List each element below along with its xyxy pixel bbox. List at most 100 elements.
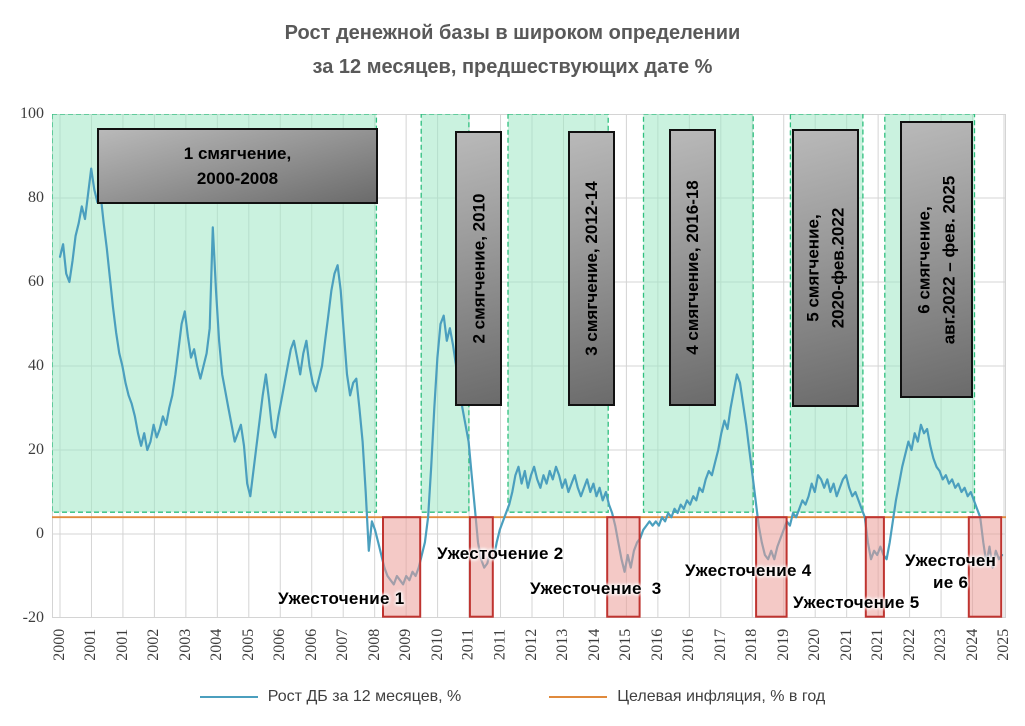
legend-line-marker (549, 696, 608, 698)
tightening-label-line: Ужесточен (905, 551, 997, 570)
x-tick-label: 2014 (585, 628, 603, 661)
easing-label-line: 5 смягчение, (803, 214, 823, 322)
y-tick-label: 40 (28, 357, 44, 374)
x-tick-label: 2016 (680, 628, 698, 661)
x-tick-label: 2003 (176, 628, 194, 661)
x-tick-label-box: 2007 (334, 623, 352, 681)
tightening-label-line: Ужесточение 3 (530, 579, 662, 598)
x-tick-label-box: 2020 (806, 623, 824, 681)
x-tick-label-box: 2025 (995, 623, 1013, 681)
easing-label-box: 4 смягчение, 2016-18 (669, 129, 716, 406)
easing-label-line: 2 смягчение, 2010 (469, 193, 489, 344)
tightening-region (864, 516, 885, 618)
tightening-label: Ужесточение 1 (278, 588, 405, 610)
x-tick-label: 2004 (208, 628, 226, 661)
x-tick-label-box: 2019 (775, 623, 793, 681)
easing-label-line: 4 смягчение, 2016-18 (683, 180, 703, 355)
x-tick-label-box: 2018 (743, 623, 761, 681)
y-tick-label: 20 (28, 441, 44, 458)
x-tick-label-box: 2021 (869, 623, 887, 681)
x-tick-label: 2001 (82, 628, 100, 661)
legend-item: Целевая инфляция, % в год (549, 688, 825, 706)
x-tick-label: 2000 (51, 628, 68, 661)
tightening-region (755, 516, 788, 618)
x-tick-label: 2024 (963, 628, 981, 661)
x-tick-label: 2009 (397, 628, 415, 661)
x-tick-label: 2019 (774, 628, 792, 661)
x-tick-label: 2006 (271, 628, 289, 661)
x-tick-label: 2005 (239, 628, 257, 661)
x-tick-label-box: 2017 (712, 623, 730, 681)
easing-label-box: 6 смягчение, авг.2022 – фев. 2025 (900, 121, 973, 398)
y-tick-label: 80 (28, 189, 44, 206)
x-tick-label: 2002 (145, 628, 163, 661)
x-tick-label-box: 2014 (586, 623, 604, 681)
tightening-label-line: Ужесточение 5 (793, 593, 920, 612)
x-tick-label: 2021 (869, 628, 887, 661)
x-tick-label-box: 2010 (429, 623, 447, 681)
x-tick-label-box: 2015 (617, 623, 635, 681)
x-tick-label-box: 2008 (366, 623, 384, 681)
legend-label: Целевая инфляция, % в год (617, 688, 826, 705)
x-tick-label: 2018 (743, 628, 761, 661)
x-tick-label-box: 2021 (838, 623, 856, 681)
chart-title: Рост денежной базы в широком определении… (0, 16, 1025, 84)
x-tick-label: 2022 (900, 628, 918, 661)
x-tick-label-box: 2013 (554, 623, 572, 681)
easing-label-line: 3 смягчение, 2012-14 (582, 181, 602, 356)
legend-item: Рост ДБ за 12 месяцев, % (199, 688, 461, 706)
x-tick-label: 2023 (932, 628, 950, 661)
y-tick-label: 60 (28, 273, 44, 290)
x-tick-label-box: 2004 (208, 623, 226, 681)
tightening-region (468, 516, 494, 618)
easing-label-line: 6 смягчение, (914, 205, 934, 314)
tightening-region (382, 516, 422, 618)
tightening-label-line: Ужесточение 4 (685, 561, 812, 580)
x-tick-label-box: 2023 (932, 623, 950, 681)
x-tick-label-box: 2016 (680, 623, 698, 681)
x-tick-label-box: 2002 (145, 623, 163, 681)
x-tick-label-box: 2012 (523, 623, 541, 681)
x-tick-label: 2010 (428, 628, 446, 661)
x-tick-label: 2006 (302, 628, 320, 661)
y-tick-label: -20 (22, 609, 44, 626)
easing-label-box: 1 смягчение, 2000-2008 (97, 128, 378, 204)
x-tick-label-box: 2011 (492, 623, 510, 681)
tightening-region (967, 516, 1003, 618)
x-tick-label: 2015 (617, 628, 635, 661)
easing-label-line: авг.2022 – фев. 2025 (939, 175, 959, 344)
tightening-region (606, 516, 641, 618)
x-tick-label-box: 2000 (51, 623, 69, 681)
easing-label-box: 3 смягчение, 2012-14 (568, 131, 615, 406)
x-tick-label-box: 2011 (460, 623, 478, 681)
x-tick-label: 2025 (995, 628, 1012, 661)
x-tick-label-box: 2001 (114, 623, 132, 681)
y-tick-label: 100 (20, 105, 44, 122)
legend: Рост ДБ за 12 месяцев, % Целевая инфляция… (0, 688, 1025, 706)
x-tick-label-box: 2006 (303, 623, 321, 681)
chart-title-line2: за 12 месяцев, предшествующих дате % (312, 56, 713, 78)
tightening-label: Ужесточение 2 (437, 543, 564, 565)
easing-label-line: 2000-2008 (196, 169, 279, 188)
easing-label-line: 2020-фев.2022 (828, 207, 848, 329)
x-tick-label: 2016 (648, 628, 666, 661)
x-tick-label: 2021 (837, 628, 855, 661)
x-tick-label: 2012 (523, 628, 540, 661)
tightening-label: Ужесточение 5 (793, 592, 920, 614)
growth-line (58, 167, 1004, 586)
easing-label-box: 2 смягчение, 2010 (455, 131, 502, 406)
x-tick-label-box: 2001 (82, 623, 100, 681)
x-tick-label: 2007 (334, 628, 352, 661)
tightening-label: Ужесточение 3 (530, 578, 662, 600)
x-tick-label-box: 2024 (964, 623, 982, 681)
y-tick-label: 0 (36, 525, 44, 542)
easing-label-box: 5 смягчение, 2020-фев.2022 (792, 129, 859, 407)
tightening-label: Ужесточение 4 (685, 560, 812, 582)
x-tick-label: 2008 (365, 628, 383, 661)
tightening-label-line: Ужесточение 1 (278, 589, 405, 608)
x-tick-label: 2001 (113, 628, 131, 661)
x-tick-label: 2013 (554, 628, 572, 661)
tightening-label-line: ие 6 (932, 573, 969, 592)
x-tick-label: 2017 (711, 628, 729, 661)
